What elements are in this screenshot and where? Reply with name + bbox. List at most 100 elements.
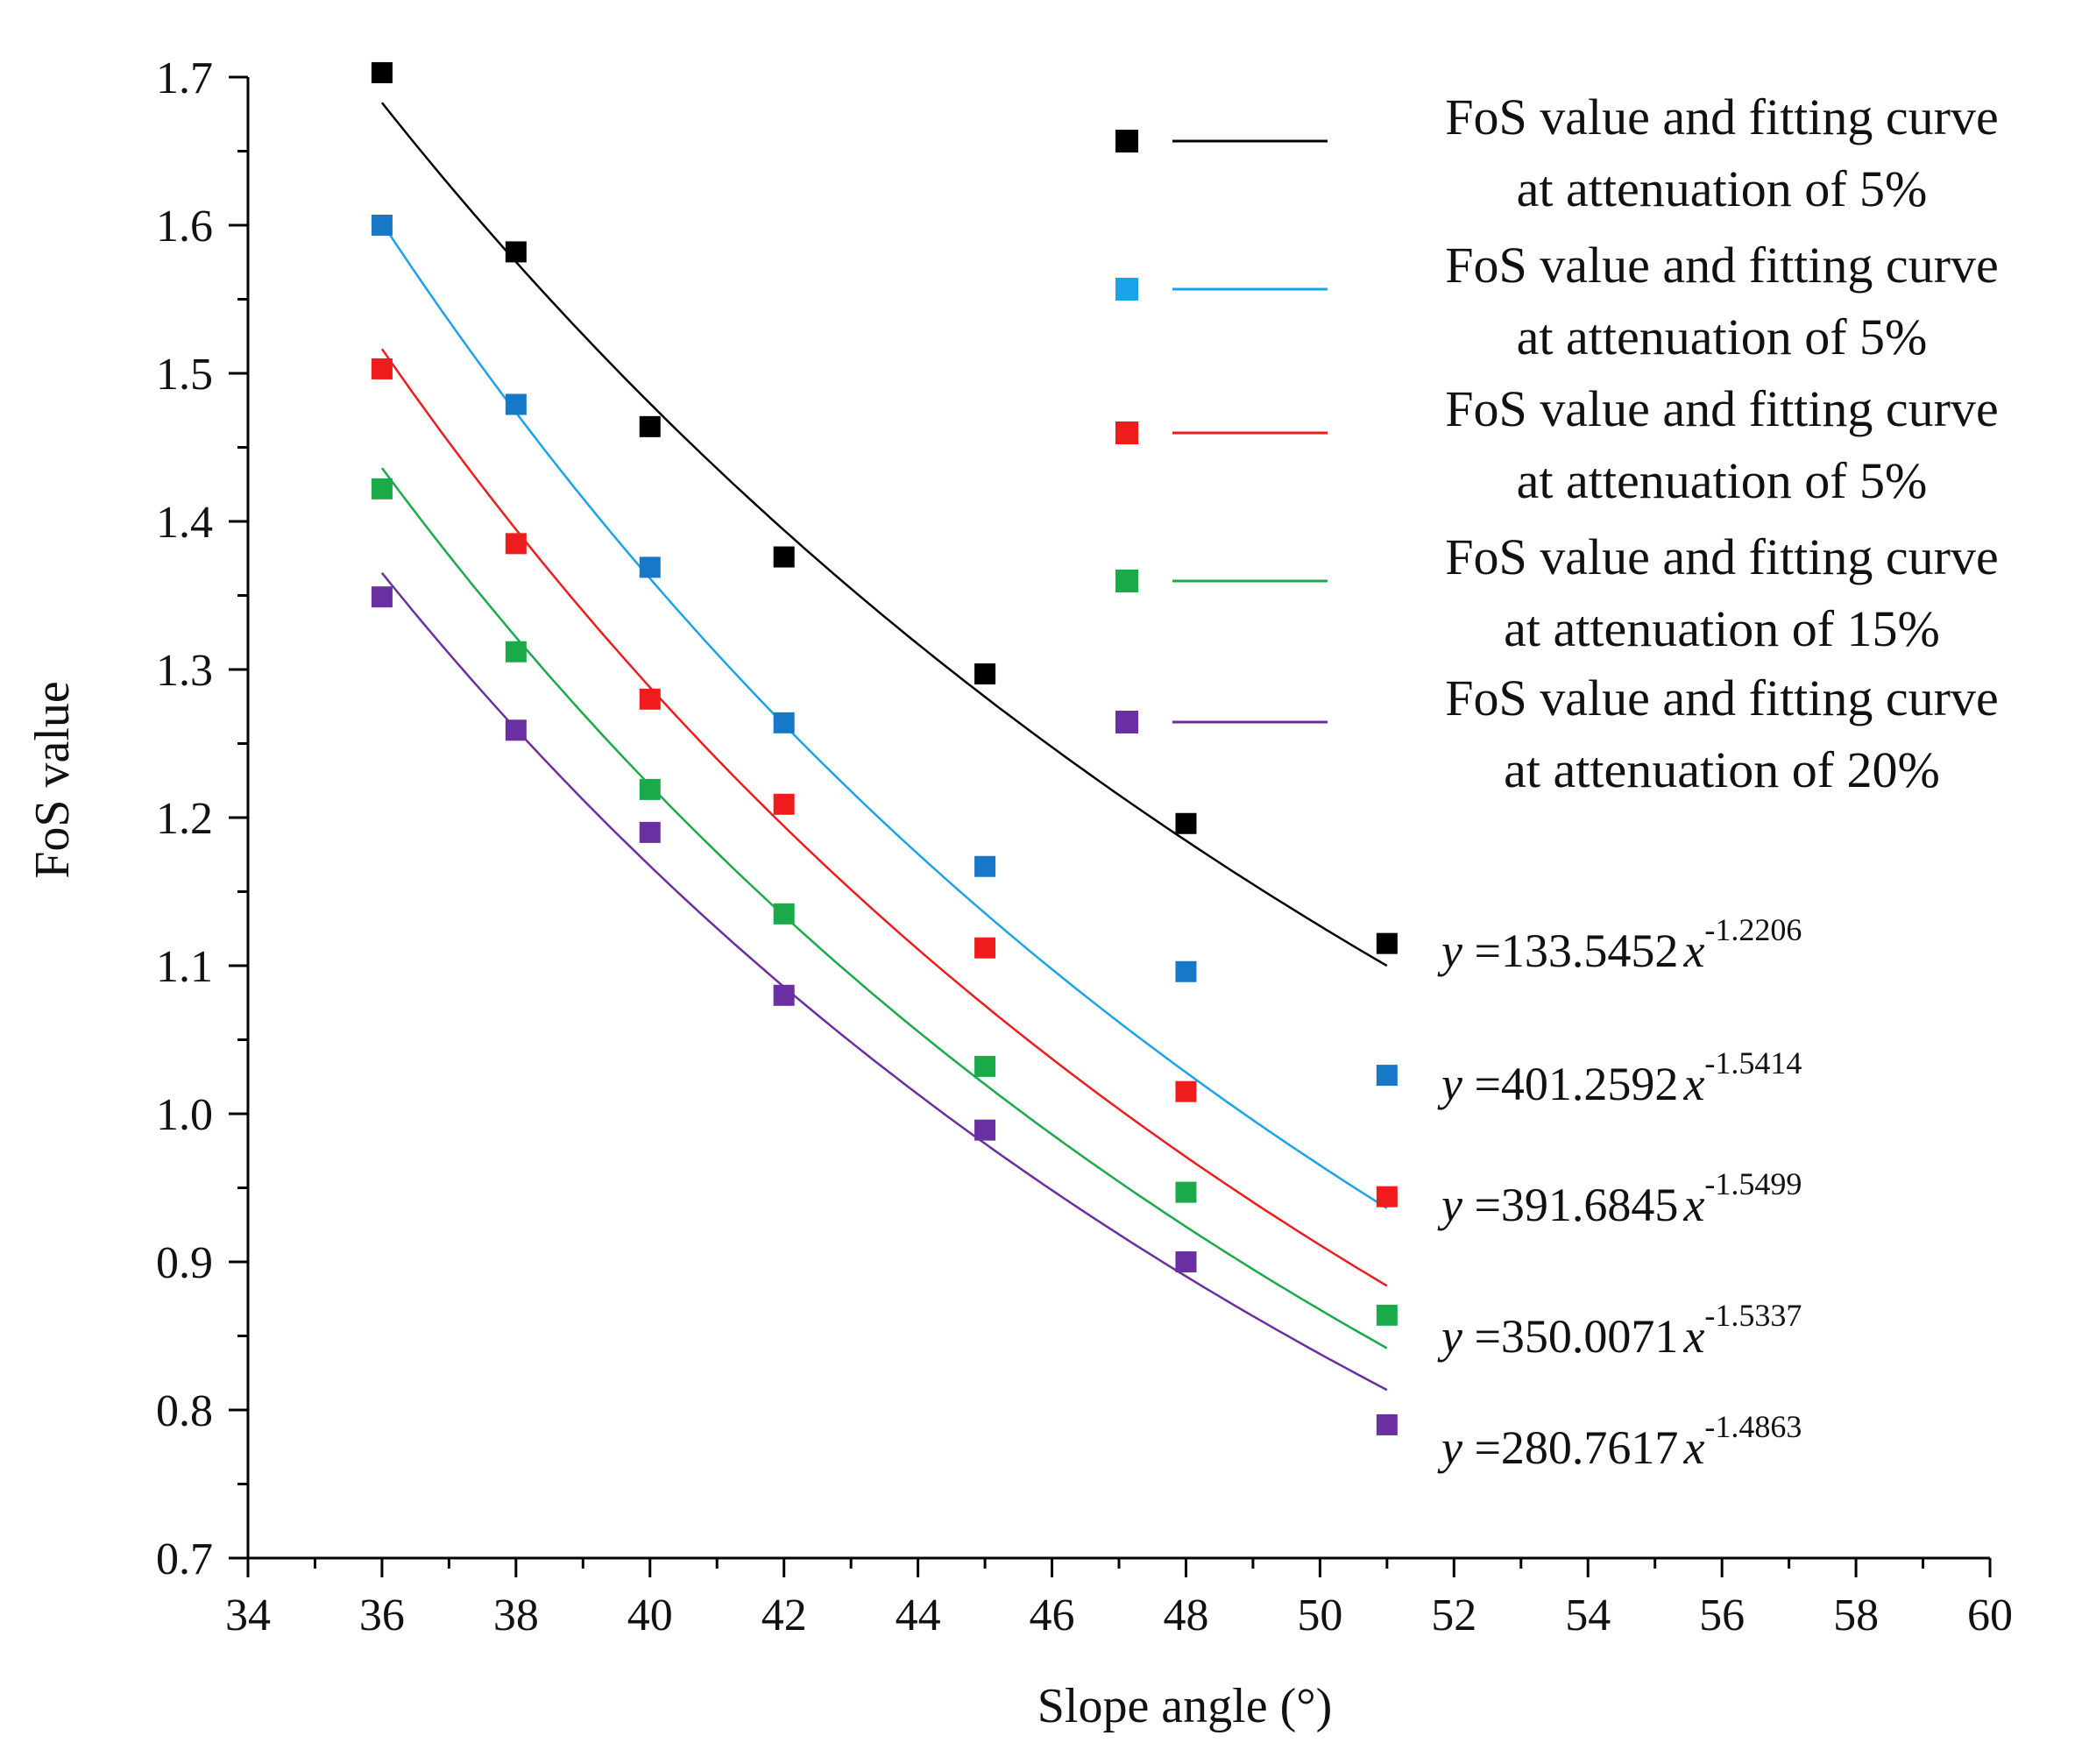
eq-exponent: -1.5499 [1704, 1166, 1802, 1201]
eq-exponent: -1.5337 [1704, 1298, 1802, 1333]
y-tick-label: 1.1 [156, 942, 213, 992]
y-tick-label: 1.3 [156, 646, 213, 696]
y-tick-label: 1.0 [156, 1090, 213, 1140]
data-point-s5-p4 [773, 984, 795, 1006]
eq-exponent: -1.4863 [1704, 1409, 1802, 1444]
fit-equation-5: y =280.7617 x-1.4863 [1437, 1409, 1802, 1474]
y-axis-title: FoS value [25, 681, 80, 879]
fit-curve-4 [380, 467, 1388, 1350]
data-point-s3-p6 [1175, 1080, 1197, 1102]
data-point-s3-p3 [639, 688, 661, 710]
y-tick-label: 0.9 [156, 1238, 213, 1288]
fit-curve-1 [380, 102, 1388, 967]
eq-exponent: -1.5414 [1704, 1045, 1802, 1080]
x-tick-label: 48 [1163, 1590, 1208, 1640]
data-point-s4-p2 [505, 641, 527, 662]
data-point-s4-p1 [371, 478, 393, 499]
data-point-s1-p6 [1175, 812, 1197, 834]
legend-label-line1: FoS value and fitting curve [1445, 89, 1998, 145]
data-point-s5-p5 [974, 1119, 996, 1141]
x-tick-label: 56 [1699, 1590, 1745, 1640]
x-tick-label: 34 [225, 1590, 271, 1640]
data-point-s1-p2 [505, 241, 527, 263]
data-point-s4-p5 [974, 1055, 996, 1077]
data-point-s1-p4 [773, 546, 795, 568]
data-point-s4-p4 [773, 903, 795, 925]
fit-equation-1: y =133.5452 x-1.2206 [1437, 912, 1802, 977]
x-tick-label: 58 [1833, 1590, 1879, 1640]
legend-marker-5 [1115, 711, 1138, 733]
data-point-s3-p7 [1376, 1186, 1398, 1208]
x-tick-label: 40 [627, 1590, 673, 1640]
eq-exponent: -1.2206 [1704, 912, 1802, 947]
data-point-s2-p6 [1175, 960, 1197, 982]
y-tick-label: 1.2 [156, 794, 213, 844]
eq-y: y [1437, 1179, 1462, 1231]
y-tick-label: 1.6 [156, 202, 213, 251]
legend-marker-1 [1115, 130, 1138, 152]
legend-label-line2: at attenuation of 5% [1517, 308, 1928, 365]
x-tick-label: 36 [359, 1590, 405, 1640]
legend-label-line2: at attenuation of 5% [1517, 160, 1928, 217]
data-point-s2-p4 [773, 712, 795, 733]
fit-equation-3: y =391.6845 x-1.5499 [1437, 1166, 1802, 1231]
eq-y: y [1437, 1421, 1462, 1474]
data-point-s2-p2 [505, 393, 527, 415]
legend-marker-3 [1115, 422, 1138, 444]
eq-coefficient: =133.5452 [1462, 925, 1678, 977]
eq-x: x [1682, 1058, 1704, 1110]
legend-label-line1: FoS value and fitting curve [1445, 528, 1998, 585]
x-tick-label: 52 [1431, 1590, 1476, 1640]
data-point-s5-p1 [371, 586, 393, 608]
legend-marker-2 [1115, 278, 1138, 301]
legend-label-line1: FoS value and fitting curve [1445, 237, 1998, 294]
data-point-s5-p6 [1175, 1251, 1197, 1272]
data-point-s5-p3 [639, 821, 661, 843]
y-tick-label: 0.8 [156, 1386, 213, 1436]
x-tick-label: 42 [761, 1590, 807, 1640]
data-point-s5-p2 [505, 719, 527, 741]
data-point-s2-p7 [1376, 1065, 1398, 1087]
x-tick-label: 38 [493, 1590, 539, 1640]
data-point-s3-p2 [505, 533, 527, 555]
y-tick-label: 1.4 [156, 498, 213, 548]
x-tick-label: 46 [1030, 1590, 1075, 1640]
data-point-s2-p3 [639, 556, 661, 578]
eq-coefficient: =401.2592 [1462, 1058, 1678, 1110]
data-point-s3-p1 [371, 358, 393, 379]
fit-curve-2 [380, 222, 1388, 1209]
data-point-s3-p4 [773, 793, 795, 815]
legend-marker-4 [1115, 570, 1138, 592]
legend: FoS value and fitting curve at attenuatio… [1115, 89, 1999, 798]
eq-coefficient: =350.0071 [1462, 1310, 1678, 1363]
eq-coefficient: =391.6845 [1462, 1179, 1678, 1231]
eq-y: y [1437, 1058, 1462, 1110]
x-tick-label: 50 [1297, 1590, 1342, 1640]
legend-label-line2: at attenuation of 5% [1517, 452, 1928, 509]
axes: 34 36 38 40 42 44 46 48 50 52 54 56 58 60 0.7 0.8 0.9 1.0… [156, 53, 2013, 1640]
legend-label-line2: at attenuation of 15% [1504, 600, 1940, 657]
data-point-s1-p7 [1376, 932, 1398, 954]
fitting-curves [380, 102, 1388, 1392]
data-point-s3-p5 [974, 937, 996, 959]
legend-label-line1: FoS value and fitting curve [1445, 380, 1998, 437]
data-point-s4-p6 [1175, 1181, 1197, 1203]
x-tick-label: 54 [1565, 1590, 1611, 1640]
fit-curve-5 [380, 572, 1388, 1392]
eq-x: x [1682, 1179, 1704, 1231]
legend-label-line1: FoS value and fitting curve [1445, 669, 1998, 726]
fit-curve-3 [380, 348, 1388, 1287]
x-tick-label: 60 [1967, 1590, 2013, 1640]
data-point-s1-p5 [974, 663, 996, 685]
y-tick-label: 1.7 [156, 53, 213, 103]
data-point-s4-p3 [639, 778, 661, 800]
eq-y: y [1437, 925, 1462, 977]
y-tick-label: 1.5 [156, 350, 213, 400]
data-markers [371, 61, 1398, 1435]
data-point-s5-p7 [1376, 1413, 1398, 1435]
fit-equation-4: y =350.0071 x-1.5337 [1437, 1298, 1802, 1363]
y-tick-label: 0.7 [156, 1534, 213, 1584]
data-point-s4-p7 [1376, 1304, 1398, 1326]
